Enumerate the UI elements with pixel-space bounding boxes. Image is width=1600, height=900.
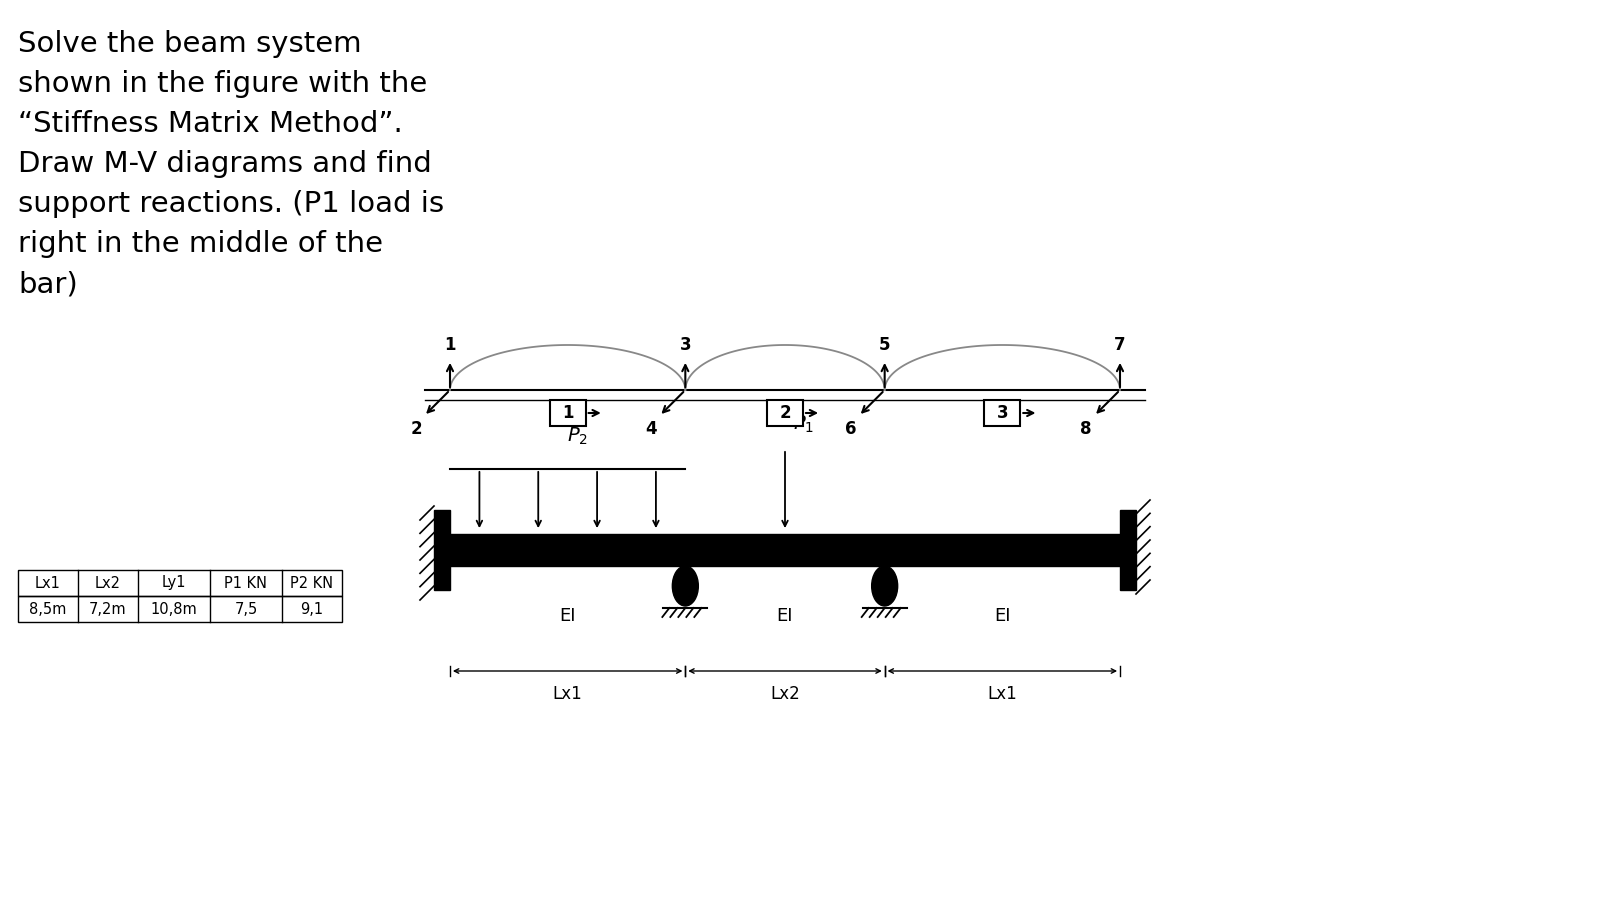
Text: 7,2m: 7,2m — [90, 601, 126, 617]
Text: 2: 2 — [779, 404, 790, 422]
Text: 8,5m: 8,5m — [29, 601, 67, 617]
Ellipse shape — [872, 566, 898, 606]
Text: 1: 1 — [562, 404, 573, 422]
Text: 7,5: 7,5 — [234, 601, 258, 617]
Text: 5: 5 — [878, 336, 891, 354]
Bar — [550, 400, 586, 426]
Bar — [18, 570, 342, 596]
Text: $P_2$: $P_2$ — [566, 426, 589, 447]
Bar — [450, 534, 1120, 566]
Text: P1 KN: P1 KN — [224, 575, 267, 590]
Text: Lx1: Lx1 — [552, 685, 582, 703]
Text: P2 KN: P2 KN — [291, 575, 333, 590]
Text: Solve the beam system
shown in the figure with the
“Stiffness Matrix Method”.
Dr: Solve the beam system shown in the figur… — [18, 30, 445, 299]
Text: Lx1: Lx1 — [35, 575, 61, 590]
Text: EI: EI — [560, 607, 576, 625]
Text: EI: EI — [776, 607, 794, 625]
Bar — [434, 510, 450, 590]
Text: 9,1: 9,1 — [301, 601, 323, 617]
Text: 1: 1 — [445, 336, 456, 354]
Text: Lx1: Lx1 — [987, 685, 1018, 703]
Text: EI: EI — [994, 607, 1011, 625]
Text: $P_1$: $P_1$ — [794, 414, 814, 435]
Bar — [1120, 510, 1136, 590]
Text: 6: 6 — [845, 420, 856, 438]
Text: Ly1: Ly1 — [162, 575, 186, 590]
Text: 3: 3 — [680, 336, 691, 354]
Text: 10,8m: 10,8m — [150, 601, 197, 617]
Text: 7: 7 — [1114, 336, 1126, 354]
Text: 8: 8 — [1080, 420, 1091, 438]
Bar — [766, 400, 803, 426]
Bar — [18, 596, 342, 622]
Text: 2: 2 — [410, 420, 422, 438]
Text: Lx2: Lx2 — [94, 575, 122, 590]
Text: 4: 4 — [645, 420, 658, 438]
Text: 3: 3 — [997, 404, 1008, 422]
Text: Lx2: Lx2 — [770, 685, 800, 703]
Ellipse shape — [672, 566, 698, 606]
Bar — [984, 400, 1021, 426]
